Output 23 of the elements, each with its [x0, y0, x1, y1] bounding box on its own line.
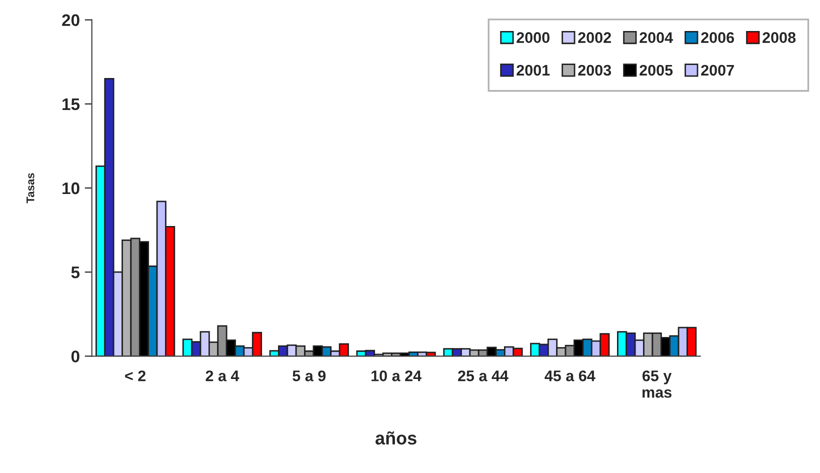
- legend-label: 2005: [640, 64, 673, 76]
- x-tick-label: < 2: [125, 370, 146, 382]
- x-tick-label: 65 y mas: [642, 370, 672, 398]
- legend-label: 2003: [578, 64, 612, 76]
- y-tick-label: 15: [62, 98, 80, 110]
- y-tick-label: 10: [62, 182, 80, 194]
- legend-label: 2004: [640, 32, 673, 43]
- legend-label: 2000: [516, 32, 550, 43]
- x-tick-label: 2 a 4: [206, 370, 240, 382]
- y-tick-label: 0: [71, 350, 80, 362]
- legend-label: 2006: [701, 32, 734, 43]
- y-tick-label: 20: [62, 14, 80, 26]
- legend-label: 2001: [516, 64, 550, 76]
- x-tick-label: 45 a 64: [544, 370, 596, 382]
- legend-label: 2008: [762, 32, 796, 43]
- legend-label: 2002: [578, 32, 611, 43]
- x-tick-label: 25 a 44: [458, 370, 508, 382]
- legend-label: 2007: [701, 64, 734, 76]
- x-tick-label: 5 a 9: [292, 370, 326, 382]
- x-axis-title: años: [376, 431, 416, 445]
- y-tick-label: 5: [71, 266, 80, 278]
- y-axis-title: Tasas: [26, 173, 34, 204]
- x-tick-label: 10 a 24: [372, 370, 422, 382]
